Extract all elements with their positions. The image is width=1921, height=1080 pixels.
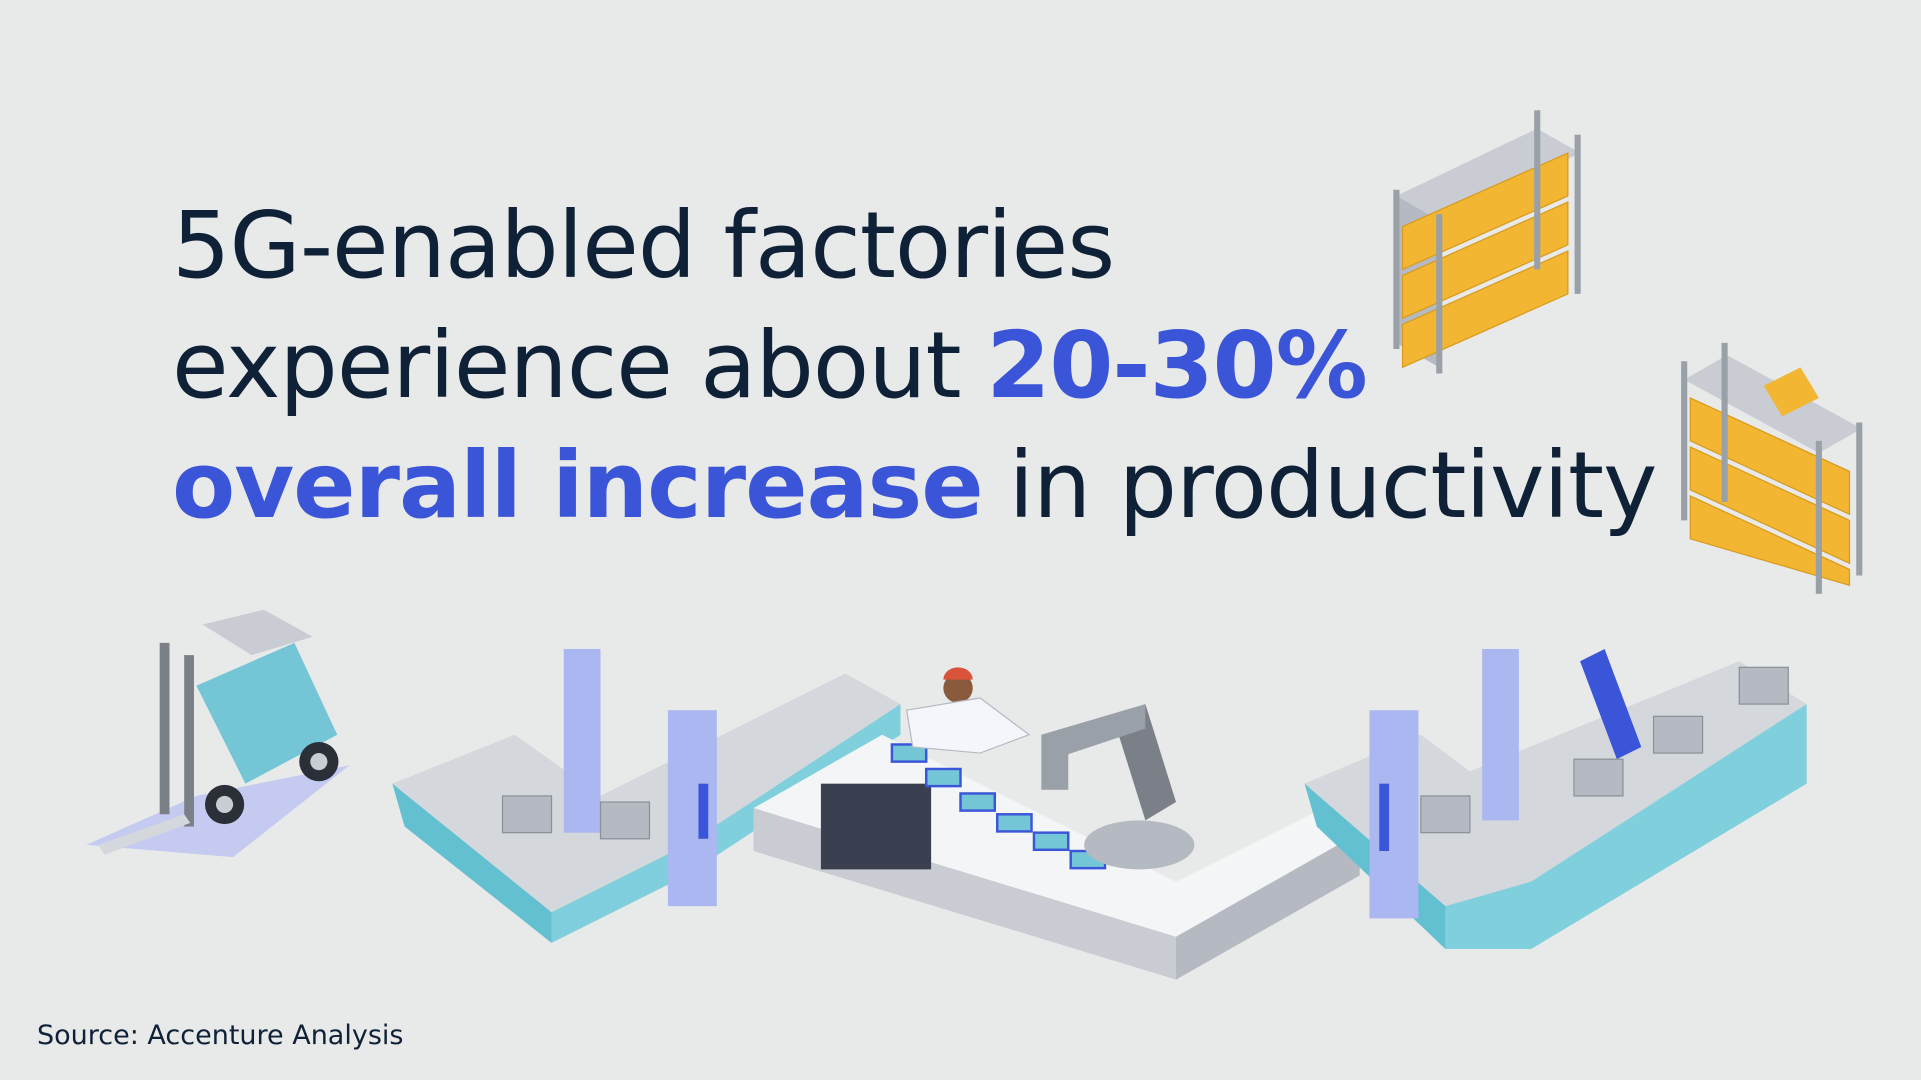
headline-line: overall increase in productivity [172, 426, 1658, 546]
shelf [1393, 110, 1581, 374]
headline: 5G-enabled factories experience about 20-… [172, 186, 1658, 546]
robot-arm [1041, 704, 1195, 870]
headline-line: experience about 20-30% [172, 306, 1657, 426]
forklift [86, 609, 350, 858]
headline-text: overall increase [172, 432, 984, 539]
headline-text: 5G-enabled factories [172, 192, 1115, 299]
headline-text: in productivity [1008, 432, 1657, 539]
assembly-line [753, 734, 1360, 980]
source: Source: Accenture Analysis [37, 1020, 404, 1051]
conveyor [501, 648, 1807, 949]
shelf [1681, 342, 1863, 594]
headline-text: experience about [172, 312, 962, 419]
headline-text: 20-30% [986, 312, 1367, 419]
headline-line: 5G-enabled factories [172, 186, 1657, 306]
worker [905, 667, 1031, 754]
conveyor [392, 648, 901, 943]
